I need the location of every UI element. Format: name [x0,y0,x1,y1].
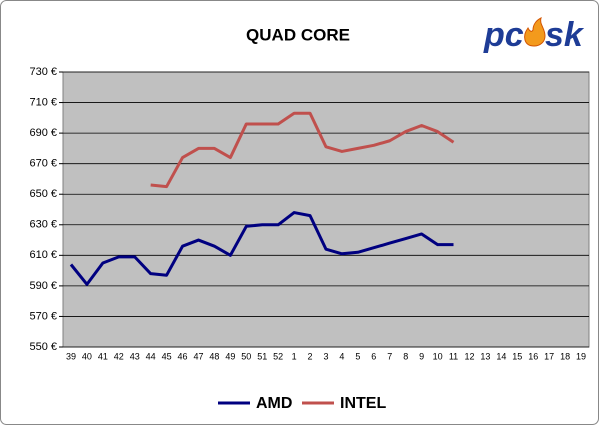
chart-title: QUAD CORE [246,25,350,44]
x-tick-label: 52 [273,351,283,361]
y-tick-label: 570 € [29,310,57,322]
y-tick-label: 550 € [29,341,57,353]
legend-label: INTEL [340,395,386,412]
y-tick-label: 710 € [29,96,57,108]
legend-label: AMD [256,395,292,412]
plot-area [62,71,590,348]
x-tick-label: 48 [209,351,219,361]
x-tick-label: 3 [323,351,328,361]
x-tick-label: 46 [178,351,188,361]
y-tick-label: 670 € [29,158,57,170]
logo-right: sk [545,16,585,54]
x-tick-label: 6 [371,351,376,361]
y-tick-label: 630 € [29,219,57,231]
logo-left: pc [483,16,524,54]
x-tick-label: 11 [449,351,458,361]
x-tick-label: 51 [257,351,267,361]
x-tick-label: 7 [387,351,392,361]
x-tick-label: 44 [146,351,156,361]
x-tick-label: 15 [512,351,522,361]
y-tick-label: 590 € [29,280,57,292]
x-tick-label: 50 [241,351,251,361]
x-tick-label: 2 [308,351,313,361]
x-tick-label: 14 [496,351,506,361]
logo-flame [524,17,546,47]
x-tick-label: 17 [544,351,554,361]
x-tick-label: 10 [433,351,443,361]
x-tick-label: 41 [98,351,108,361]
x-tick-label: 40 [82,351,92,361]
x-tick-label: 5 [355,351,360,361]
x-tick-label: 45 [162,351,172,361]
x-tick-label: 12 [464,351,474,361]
x-tick-label: 13 [480,351,490,361]
y-tick-label: 610 € [29,249,57,261]
series-line [69,211,454,286]
x-tick-label: 43 [130,351,140,361]
x-tick-label: 42 [114,351,124,361]
y-tick-label: 730 € [29,66,57,78]
series-line [150,111,455,189]
x-tick-label: 4 [339,351,344,361]
y-tick-label: 690 € [29,127,57,139]
x-tick-label: 49 [225,351,235,361]
x-tick-label: 1 [292,351,297,361]
x-tick-label: 47 [193,351,203,361]
y-tick-label: 650 € [29,188,57,200]
x-tick-label: 8 [403,351,408,361]
x-tick-label: 9 [419,351,424,361]
x-tick-label: 16 [528,351,538,361]
x-tick-label: 18 [560,351,570,361]
x-tick-label: 19 [576,351,586,361]
x-tick-label: 39 [66,351,76,361]
